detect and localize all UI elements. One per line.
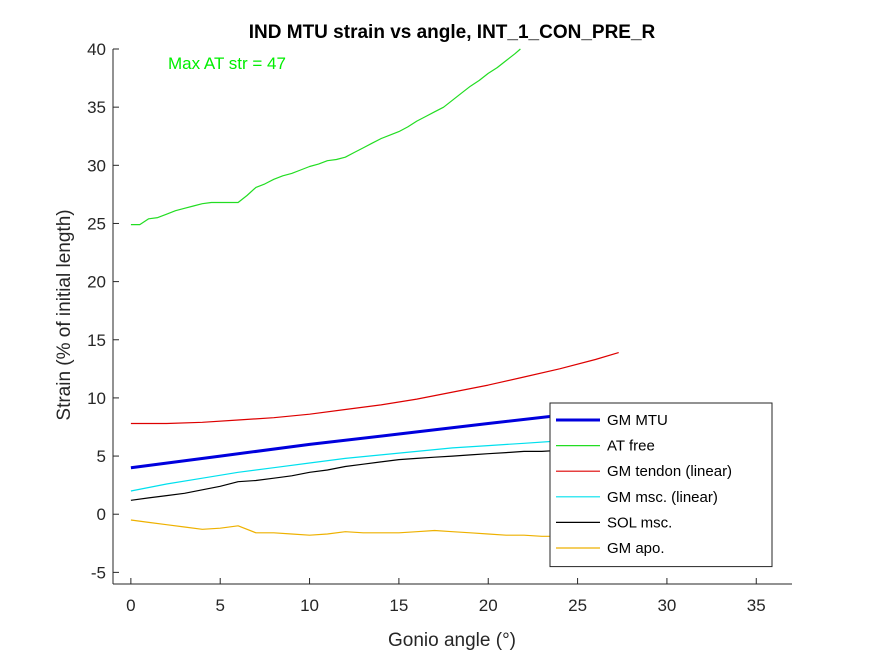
series-line-5 bbox=[130, 519, 619, 540]
series-line-4 bbox=[130, 446, 619, 501]
y-tick-label: 5 bbox=[97, 447, 106, 466]
legend-label-0: GM MTU bbox=[607, 412, 668, 429]
series-line-3 bbox=[130, 436, 619, 492]
axes-layer: 0 5 10 15 20 25 30 35 -5 0 5 10 15 20 25 30 35 40 bbox=[87, 40, 792, 615]
y-tick-label: 40 bbox=[87, 40, 106, 59]
x-axis-label: Gonio angle (°) bbox=[388, 630, 516, 651]
y-axis-label: Strain (% of initial length) bbox=[54, 209, 75, 420]
x-tick-label: 30 bbox=[657, 596, 676, 615]
y-tick-label: -5 bbox=[91, 563, 106, 582]
x-tick-label: 0 bbox=[126, 596, 135, 615]
y-tick-label: 30 bbox=[87, 156, 106, 175]
series-line-1 bbox=[130, 48, 521, 226]
x-tick-label: 5 bbox=[215, 596, 224, 615]
y-tick-label: 20 bbox=[87, 273, 106, 292]
y-tick-label: 0 bbox=[97, 505, 106, 524]
y-tick-label: 35 bbox=[87, 98, 106, 117]
max-at-strain-annotation: Max AT str = 47 bbox=[168, 54, 286, 73]
legend-label-5: GM apo. bbox=[607, 540, 665, 557]
x-tick-label: 35 bbox=[747, 596, 766, 615]
legend-label-1: AT free bbox=[607, 438, 655, 455]
legend: GM MTU AT free GM tendon (linear) GM msc. (… bbox=[549, 402, 773, 568]
chart-title: IND MTU strain vs angle, INT_1_CON_PRE_R bbox=[249, 22, 656, 43]
legend-label-2: GM tendon (linear) bbox=[607, 463, 732, 480]
series-line-2 bbox=[130, 352, 619, 425]
x-tick-label: 15 bbox=[389, 596, 408, 615]
y-tick-label: 10 bbox=[87, 389, 106, 408]
y-tick-label: 25 bbox=[87, 214, 106, 233]
legend-label-3: GM msc. (linear) bbox=[607, 489, 718, 506]
x-tick-label: 20 bbox=[479, 596, 498, 615]
legend-label-4: SOL msc. bbox=[607, 514, 672, 531]
x-tick-label: 25 bbox=[568, 596, 587, 615]
legend-box bbox=[549, 402, 773, 568]
x-tick-label: 10 bbox=[300, 596, 319, 615]
y-tick-label: 15 bbox=[87, 331, 106, 350]
